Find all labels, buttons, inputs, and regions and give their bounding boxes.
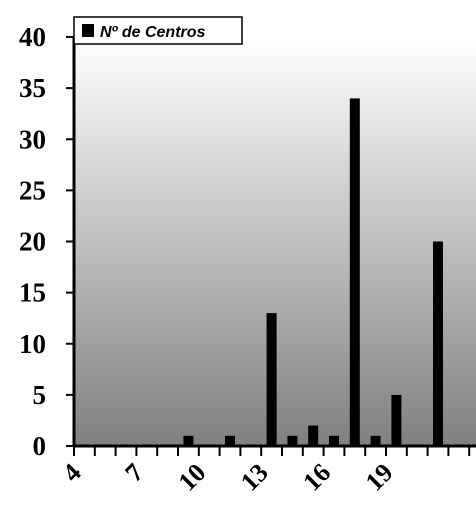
x-axis-ticks: 4 7 10 13 16 19	[57, 446, 471, 497]
y-tick-label: 40	[19, 22, 46, 52]
x-tick-label: 4	[57, 458, 87, 488]
y-axis-ticks: 0 5 10 15 20 25 30 35 40	[19, 22, 74, 461]
y-tick-label: 15	[19, 278, 46, 308]
bar-16	[329, 435, 339, 446]
legend-label: Nº de Centros	[100, 24, 206, 41]
bars-group	[183, 98, 443, 447]
x-tick-label: 10	[173, 458, 212, 497]
x-tick-label: 13	[235, 458, 274, 497]
legend-box	[73, 16, 243, 45]
bar-11	[225, 435, 235, 446]
x-tick-label: 7	[119, 458, 149, 488]
y-tick-label: 10	[19, 329, 46, 359]
legend-swatch	[82, 24, 94, 37]
y-tick-label: 20	[19, 227, 46, 257]
bar-13	[266, 313, 277, 446]
bar-21	[433, 241, 443, 446]
y-tick-label: 30	[19, 124, 46, 154]
bar-17	[349, 98, 360, 447]
y-tick-label: 25	[19, 175, 46, 205]
y-tick-label: 0	[33, 431, 47, 461]
bar-18	[370, 435, 381, 446]
x-tick-label: 19	[360, 458, 399, 497]
bar-19	[391, 394, 402, 446]
bar-9	[183, 435, 194, 446]
bar-15	[308, 425, 319, 446]
x-tick-label: 16	[297, 458, 336, 497]
bar-14	[287, 435, 298, 446]
legend: Nº de Centros	[73, 16, 243, 45]
y-tick-label: 35	[19, 73, 46, 103]
y-tick-label: 5	[33, 380, 47, 410]
